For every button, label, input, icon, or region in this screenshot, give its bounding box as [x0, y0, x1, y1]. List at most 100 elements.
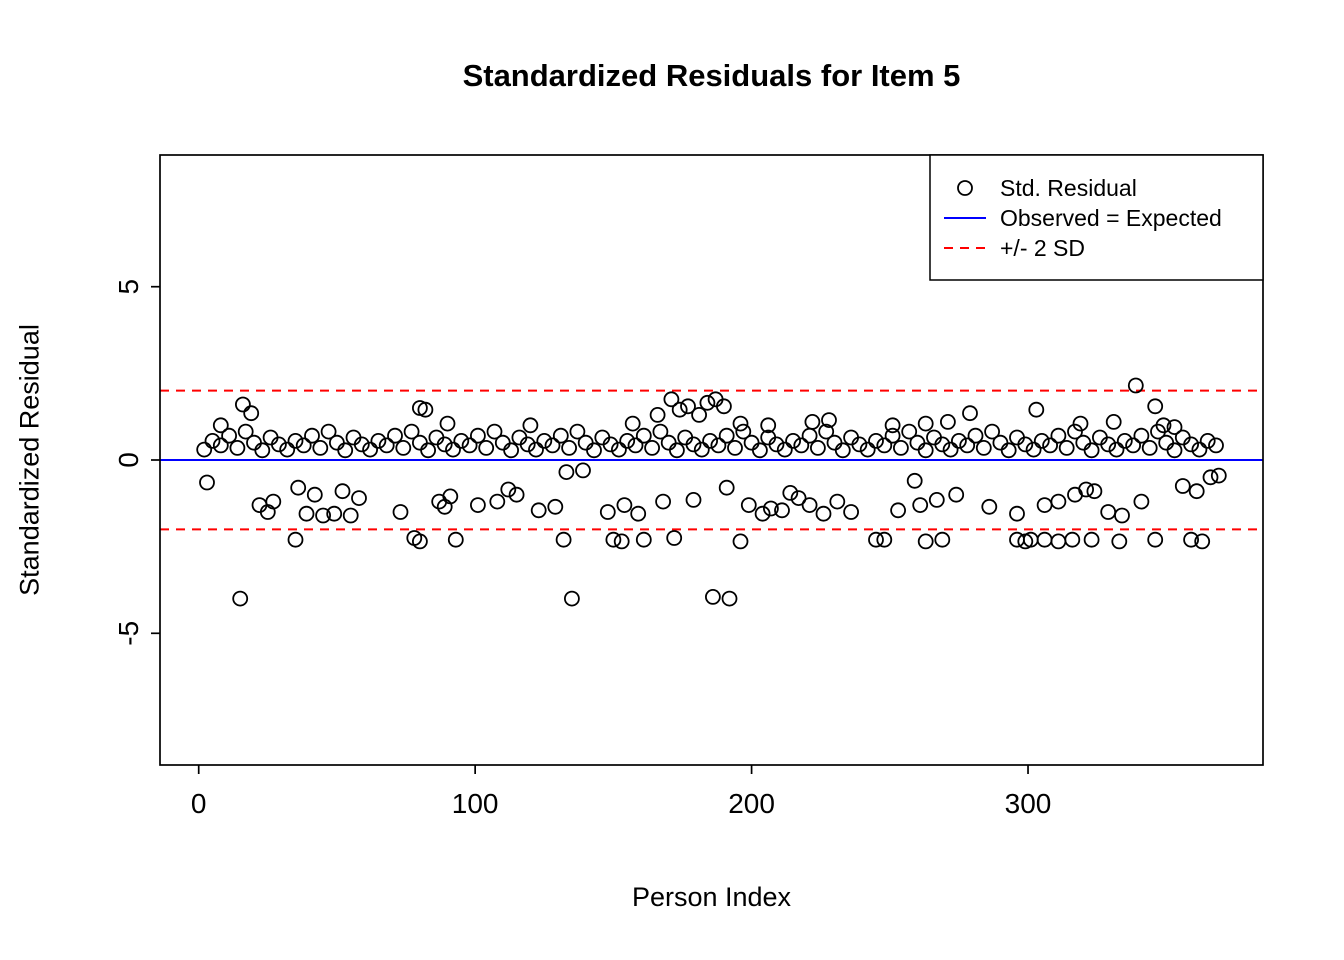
residual-point — [295, 437, 312, 454]
residual-point — [768, 436, 785, 453]
residual-point — [1208, 437, 1224, 454]
residual-point — [948, 486, 965, 503]
residual-point — [411, 434, 428, 451]
residual-point — [1105, 413, 1122, 430]
residual-point — [315, 507, 332, 524]
residual-point — [320, 423, 337, 440]
residual-point — [893, 439, 909, 456]
residual-point — [1050, 493, 1067, 510]
residual-point — [917, 442, 934, 459]
residual-point — [246, 434, 262, 451]
residual-point — [326, 505, 343, 522]
residual-point — [1028, 401, 1045, 418]
residual-point — [1111, 533, 1128, 550]
residual-point — [602, 436, 619, 453]
residual-point — [1141, 439, 1158, 456]
residual-point — [442, 488, 459, 505]
residual-point — [793, 437, 810, 454]
residual-point — [685, 491, 702, 508]
residual-point — [199, 474, 215, 491]
residual-point — [270, 436, 287, 453]
residual-point — [1194, 533, 1211, 550]
residual-point — [1183, 531, 1199, 548]
residual-point — [611, 441, 627, 458]
chart-title: Standardized Residuals for Item 5 — [462, 58, 961, 93]
residual-point — [469, 497, 486, 514]
residual-point — [1188, 483, 1205, 500]
residual-point — [818, 423, 835, 440]
residual-point — [1100, 504, 1117, 520]
residual-point — [362, 441, 379, 458]
residual-point — [782, 484, 799, 501]
residual-point — [1127, 377, 1144, 394]
residual-point — [669, 442, 685, 459]
residual-point — [1202, 469, 1219, 486]
residual-point — [392, 504, 409, 520]
residual-point — [942, 441, 959, 458]
residual-point — [967, 427, 984, 444]
residual-point — [395, 439, 412, 456]
residual-point — [934, 436, 951, 453]
y-tick-label: -5 — [113, 621, 144, 646]
residual-point — [763, 500, 779, 517]
residual-point — [478, 439, 495, 456]
residual-point — [735, 423, 752, 440]
residual-point — [586, 442, 602, 459]
residual-point — [469, 427, 486, 444]
residual-point — [928, 491, 945, 508]
residual-point — [1083, 442, 1100, 459]
residual-point — [312, 439, 329, 456]
residual-point — [387, 427, 403, 444]
residual-point — [229, 439, 246, 456]
residual-point — [630, 505, 647, 522]
residual-point — [1083, 531, 1100, 548]
residual-point — [204, 432, 221, 449]
residual-point — [917, 533, 934, 550]
residual-point — [906, 472, 923, 489]
residual-point — [1114, 507, 1130, 524]
residual-point — [981, 498, 998, 515]
residual-point — [984, 423, 1000, 440]
residual-point — [951, 432, 967, 449]
residual-point — [234, 396, 251, 413]
residual-point — [705, 589, 721, 605]
legend-point-symbol — [957, 180, 973, 196]
residual-point — [616, 497, 633, 514]
residual-point — [1050, 533, 1067, 550]
residual-point — [1133, 493, 1150, 510]
residual-point — [876, 531, 893, 548]
residual-point — [868, 531, 884, 548]
residual-point — [801, 427, 818, 444]
residual-point — [721, 590, 738, 607]
legend-label: Std. Residual — [1000, 175, 1137, 201]
residual-point — [693, 441, 710, 458]
residual-point — [962, 405, 978, 422]
residual-point — [776, 441, 793, 458]
residual-point — [221, 427, 238, 444]
residual-point — [436, 436, 453, 453]
residual-point — [732, 415, 749, 432]
residual-point — [558, 464, 575, 481]
residual-point — [685, 436, 702, 453]
residual-point — [843, 504, 859, 520]
residual-point — [279, 441, 296, 458]
residual-point — [547, 498, 564, 515]
residual-point — [671, 401, 688, 418]
residual-point — [821, 412, 837, 429]
residual-point — [760, 417, 777, 434]
x-tick-label: 100 — [452, 788, 499, 819]
residual-point — [564, 590, 580, 607]
legend: Std. Residual Observed = Expected +/- 2 SD — [929, 154, 1264, 281]
residual-point — [237, 423, 254, 440]
residual-point — [804, 413, 821, 430]
residual-point — [212, 417, 229, 434]
residual-point — [1025, 441, 1042, 458]
residual-point — [1033, 432, 1050, 449]
residual-point — [1191, 441, 1208, 458]
residual-point — [306, 486, 323, 503]
residual-point — [555, 531, 572, 548]
residual-point — [528, 441, 544, 458]
residual-point — [500, 481, 517, 498]
x-tick-label: 200 — [728, 788, 775, 819]
residual-point — [655, 493, 671, 510]
